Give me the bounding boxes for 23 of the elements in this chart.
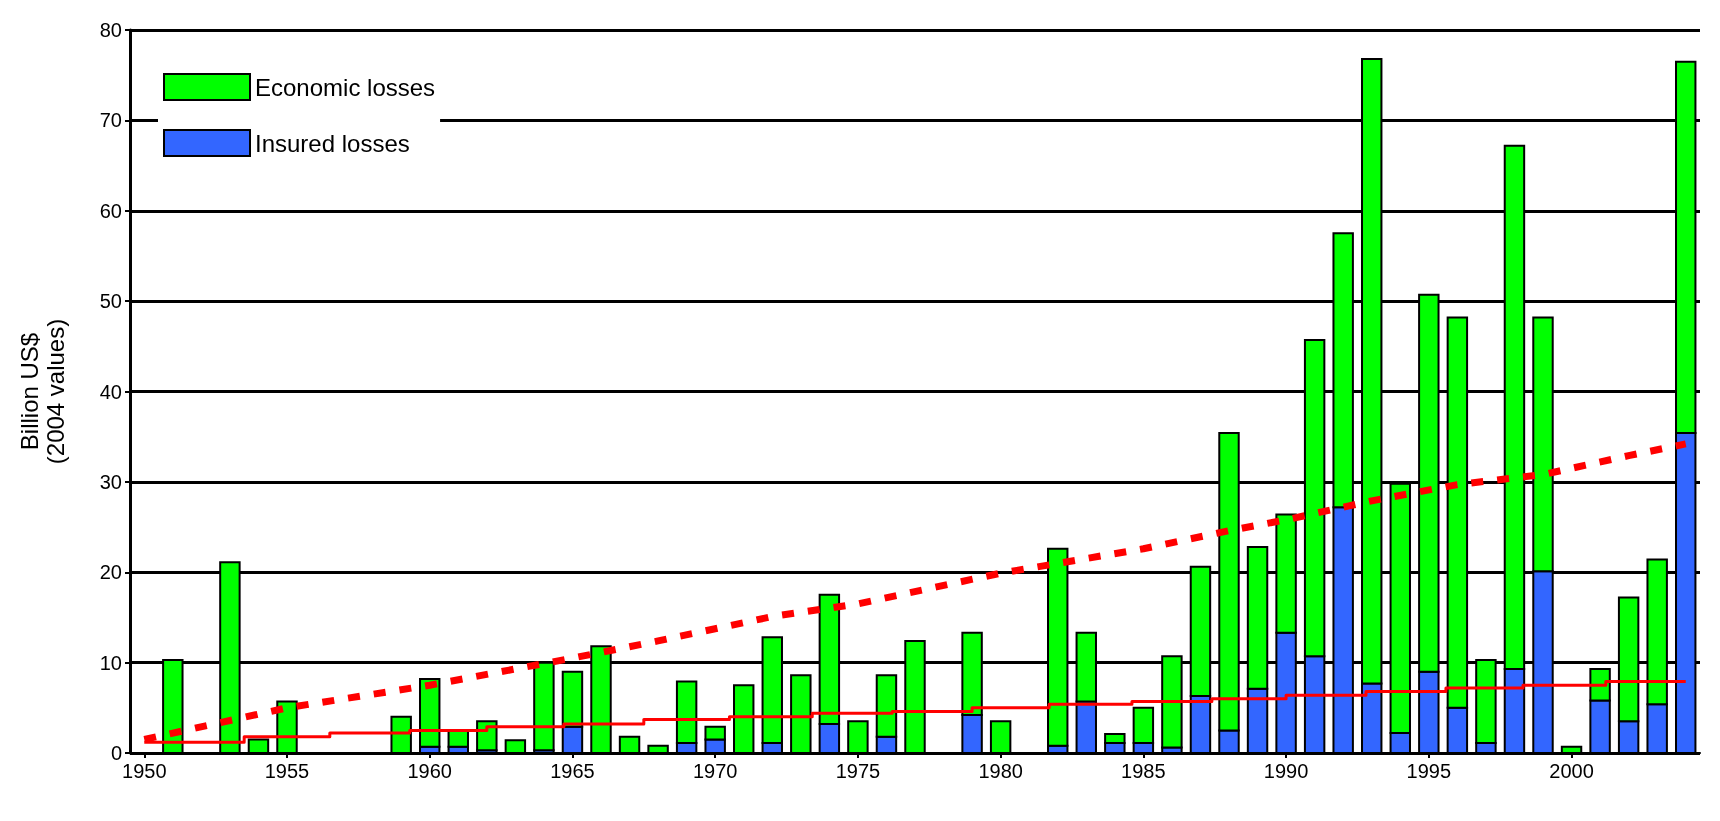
y-tick-label: 30 (99, 470, 122, 493)
y-tick-label: 50 (99, 290, 122, 313)
y-tick-label: 60 (99, 199, 122, 222)
y-tick-label: 10 (99, 651, 122, 674)
x-tick-label: 1960 (407, 760, 452, 782)
y-tick-label: 70 (99, 109, 122, 132)
x-tick-label: 1980 (978, 760, 1023, 782)
x-tick-label: 1985 (1121, 760, 1166, 782)
y-tick-label: 80 (99, 19, 122, 41)
x-tick-label: 2000 (1549, 760, 1594, 782)
x-tick-label: 1995 (1406, 760, 1452, 782)
x-tick-label: 1970 (692, 760, 738, 782)
x-tick-label: 1990 (1263, 760, 1309, 782)
x-tick-label: 1965 (550, 760, 595, 782)
legend-label: Insured losses (255, 129, 410, 157)
y-axis-title: Billion US$ (2004 values) (15, 318, 69, 465)
y-tick-label: 40 (99, 380, 122, 403)
y-tick-label: 0 (110, 742, 122, 764)
y-tick-label: 20 (99, 561, 122, 584)
x-tick-label: 1975 (835, 760, 881, 782)
legend-label: Economic losses (255, 73, 436, 101)
x-tick-label: 1950 (122, 760, 167, 782)
x-tick-label: 1955 (264, 760, 310, 782)
